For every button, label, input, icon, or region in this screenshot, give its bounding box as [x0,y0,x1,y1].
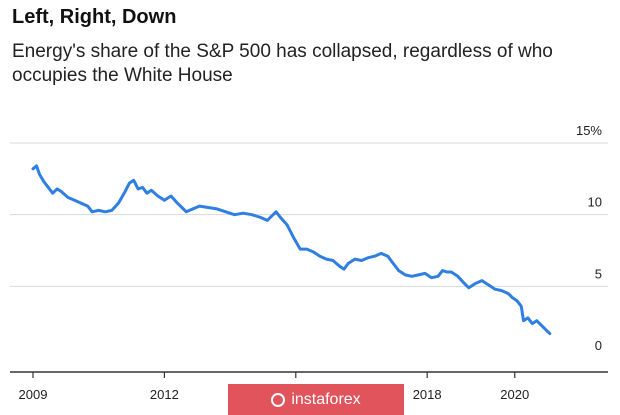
watermark-text: instaforex [291,390,361,408]
watermark-logo-icon [271,392,286,407]
y-tick-label: 0 [595,338,602,353]
x-tick-label: 2009 [19,387,48,402]
chart-title: Left, Right, Down [12,6,177,28]
chart-subtitle: Energy's share of the S&P 500 has collap… [12,41,553,86]
y-tick-label: 10 [588,195,602,210]
x-tick-label: 2012 [150,387,179,402]
series-line [31,164,552,336]
x-tick-label: 2020 [500,387,529,402]
y-tick-label: 15% [576,123,602,138]
watermark-banner: instaforex [228,384,404,415]
y-tick-label: 5 [595,266,602,281]
x-tick-label: 2018 [413,387,442,402]
